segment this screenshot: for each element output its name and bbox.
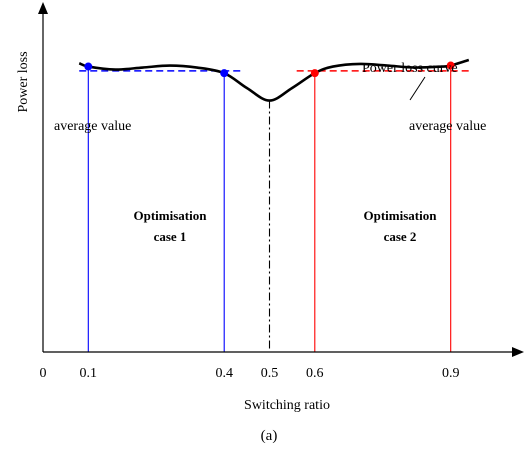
case1-label-line1: Optimisation [134,208,208,223]
x-axis-arrow-icon [512,347,524,357]
y-axis-label: Power loss [16,51,31,112]
x-tick-label: 0.4 [215,366,233,381]
case2-label-line2: case 2 [384,229,417,244]
case2-label-line1: Optimisation [364,208,438,223]
power-loss-curve [78,58,470,102]
x-tick-label: 0 [40,366,47,381]
y-axis-arrow-icon [38,2,48,14]
average-label-right: average value [409,119,486,134]
curve-label: Power loss curve [362,61,458,76]
x-tick-labels: 0 0.1 0.4 0.5 0.6 0.9 [40,366,460,381]
x-tick-label: 0.1 [80,366,98,381]
marker-x-0-6 [310,69,319,78]
vertical-lines [87,65,452,352]
x-tick-label: 0.5 [261,366,279,381]
average-label-left: average value [54,119,131,134]
curve-label-leader [409,76,426,101]
marker-x-0-4 [220,69,229,78]
x-tick-label: 0.9 [442,366,460,381]
x-tick-label: 0.6 [306,366,324,381]
marker-x-0-1 [84,62,93,71]
markers [84,61,455,78]
case1-label-line2: case 1 [154,229,187,244]
marker-x-0-9 [446,61,455,70]
x-axis-label: Switching ratio [244,398,330,413]
figure-caption: (a) [261,428,278,444]
